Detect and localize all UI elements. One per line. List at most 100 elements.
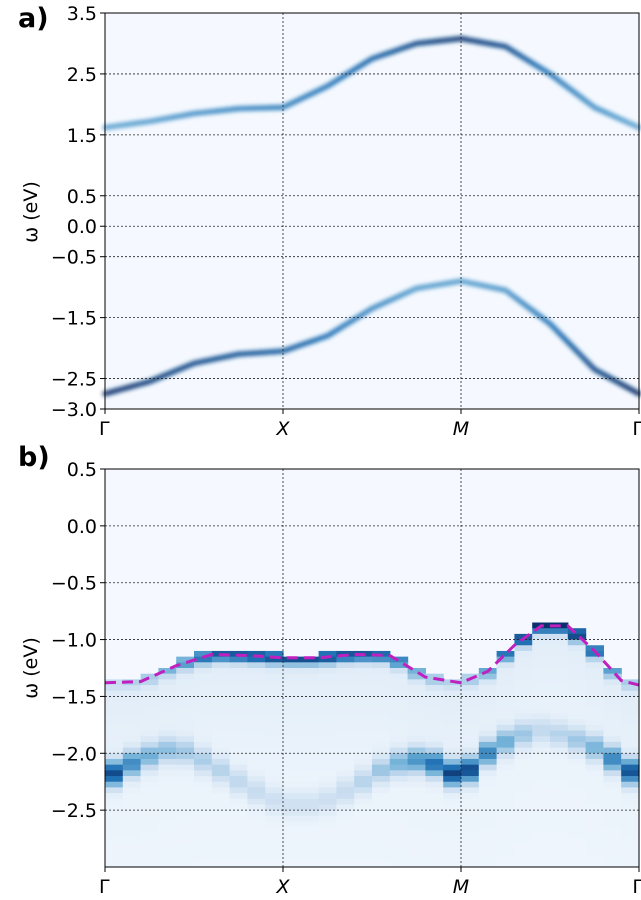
panel-b-heatmap-cell bbox=[300, 673, 320, 680]
panel-b-heatmap-cell bbox=[176, 838, 195, 845]
panel-b-heatmap-cell bbox=[336, 810, 355, 817]
panel-a-band-2-segment bbox=[632, 388, 641, 397]
panel-b-heatmap-cell bbox=[567, 753, 587, 760]
panel-a-x-tick-label: Γ bbox=[99, 418, 110, 440]
panel-b-heatmap-cell bbox=[425, 764, 444, 771]
panel-b-heatmap-cell bbox=[176, 679, 195, 686]
panel-b-heatmap-cell bbox=[567, 821, 587, 828]
panel-b-heatmap-cell bbox=[211, 844, 231, 851]
panel-b-heatmap-cell bbox=[567, 628, 587, 635]
panel-b-heatmap-cell bbox=[265, 656, 284, 663]
panel-b-heatmap-cell bbox=[122, 724, 142, 732]
panel-b-heatmap-cell bbox=[105, 798, 124, 806]
panel-b-heatmap-cell bbox=[603, 690, 622, 698]
panel-b-heatmap-cell bbox=[585, 656, 604, 663]
panel-b-heatmap-cell bbox=[443, 753, 462, 760]
panel-b-heatmap-cell bbox=[300, 798, 320, 806]
panel-b-heatmap-cell bbox=[585, 679, 604, 686]
panel-b-heatmap-cell bbox=[585, 793, 604, 800]
panel-b-heatmap-cell bbox=[603, 696, 622, 703]
panel-b-heatmap-cell bbox=[389, 798, 409, 806]
panel-b-heatmap-cell bbox=[425, 741, 444, 749]
panel-b-heatmap-cell bbox=[300, 662, 320, 669]
panel-b-heatmap-cell bbox=[567, 633, 587, 641]
panel-b-heatmap-cell bbox=[265, 741, 284, 749]
panel-b-heatmap-cell bbox=[478, 770, 498, 777]
panel-b-heatmap-cell bbox=[229, 719, 248, 726]
panel-b-heatmap-cell bbox=[603, 776, 622, 783]
panel-b-heatmap-cell bbox=[389, 793, 409, 800]
panel-b-heatmap-cell bbox=[372, 713, 391, 720]
panel-b-heatmap-cell bbox=[567, 736, 587, 743]
panel-a-bands bbox=[102, 36, 641, 397]
panel-b-heatmap-cell bbox=[247, 679, 266, 686]
panel-b-heatmap-cell bbox=[229, 662, 248, 669]
panel-b-heatmap-cell bbox=[550, 821, 569, 828]
panel-b-heatmap-cell bbox=[229, 673, 248, 680]
panel-b-heatmap-cell bbox=[389, 861, 409, 868]
panel-b-heatmap-cell bbox=[158, 815, 177, 823]
panel-b-heatmap-cell bbox=[283, 764, 302, 771]
panel-b-heatmap-cell bbox=[300, 776, 320, 783]
panel-b-heatmap-cell bbox=[372, 758, 391, 766]
panel-b-heatmap-cell bbox=[550, 849, 569, 857]
panel-b-heatmap-cell bbox=[194, 832, 213, 840]
panel-b-heatmap-cell bbox=[158, 747, 177, 754]
panel-b-heatmap-cell bbox=[211, 815, 231, 823]
panel-b-heatmap-cell bbox=[283, 736, 302, 743]
panel-b-heatmap-cell bbox=[211, 849, 231, 857]
panel-b-heatmap-cell bbox=[140, 798, 159, 806]
panel-b-heatmap-cell bbox=[265, 707, 284, 715]
panel-b-heatmap-cell bbox=[532, 793, 551, 800]
panel-b-heatmap-cell bbox=[621, 741, 640, 749]
panel-b-heatmap-cell bbox=[122, 758, 142, 766]
panel-b-heatmap-cell bbox=[300, 707, 320, 715]
panel-b-heatmap-cell bbox=[585, 753, 604, 760]
panel-b-heatmap-cell bbox=[478, 679, 498, 686]
panel-b-heatmap-cell bbox=[407, 827, 426, 834]
panel-b-heatmap-cell bbox=[372, 764, 391, 771]
panel-b-heatmap-cell bbox=[336, 758, 355, 766]
panel-b-heatmap-cell bbox=[603, 844, 622, 851]
panel-b-heatmap-cell bbox=[158, 707, 177, 715]
panel-a-y-tick-label: −3.0 bbox=[51, 399, 97, 421]
panel-b-heatmap-cell bbox=[603, 741, 622, 749]
panel-b-heatmap-cell bbox=[318, 719, 337, 726]
panel-a-y-ticks: 3.5 2.5 1.5 0.5 0.0 −0.5 −1.5 −2.5 −3.0 bbox=[51, 3, 105, 421]
panel-b-heatmap-cell bbox=[336, 696, 355, 703]
panel-b-heatmap-cell bbox=[585, 849, 604, 857]
panel-b-heatmap-cell bbox=[194, 668, 213, 675]
panel-b-heatmap-cell bbox=[336, 793, 355, 800]
panel-b-heatmap-cell bbox=[443, 861, 462, 868]
panel-b-heatmap-cell bbox=[372, 798, 391, 806]
panel-b-heatmap-cell bbox=[229, 798, 248, 806]
panel-b-heatmap-cell bbox=[496, 838, 515, 845]
panel-a-letter: a) bbox=[18, 3, 49, 34]
panel-b-heatmap-cell bbox=[478, 849, 498, 857]
panel-b-heatmap-cell bbox=[158, 781, 177, 788]
panel-b-heatmap-cell bbox=[176, 776, 195, 783]
panel-b-heatmap-cell bbox=[265, 827, 284, 834]
panel-b-heatmap-cell bbox=[283, 713, 302, 720]
panel-b-heatmap-cell bbox=[478, 713, 498, 720]
panel-b-heatmap-cell bbox=[283, 793, 302, 800]
panel-b-heatmap-cell bbox=[122, 770, 142, 777]
panel-b-heatmap-cell bbox=[211, 758, 231, 766]
panel-b-heatmap-cell bbox=[211, 798, 231, 806]
panel-b-heatmap-cell bbox=[461, 696, 480, 703]
panel-b-heatmap-cell bbox=[265, 815, 284, 823]
panel-b-heatmap-cell bbox=[176, 764, 195, 771]
panel-b-heatmap-cell bbox=[372, 753, 391, 760]
panel-b-heatmap-cell bbox=[389, 827, 409, 834]
panel-b-heatmap-cell bbox=[318, 758, 337, 766]
panel-b-heatmap-cell bbox=[140, 832, 159, 840]
panel-b-heatmap-cell bbox=[265, 696, 284, 703]
panel-b-heatmap-cell bbox=[532, 707, 551, 715]
panel-b-heatmap-cell bbox=[300, 685, 320, 692]
panel-b-heatmap-cell bbox=[532, 849, 551, 857]
panel-b-heatmap-cell bbox=[336, 673, 355, 680]
panel-b-heatmap-cell bbox=[194, 758, 213, 766]
panel-a-x-tick-label: Γ bbox=[632, 418, 641, 440]
panel-b-heatmap-cell bbox=[443, 719, 462, 726]
panel-b-heatmap-cell bbox=[461, 707, 480, 715]
